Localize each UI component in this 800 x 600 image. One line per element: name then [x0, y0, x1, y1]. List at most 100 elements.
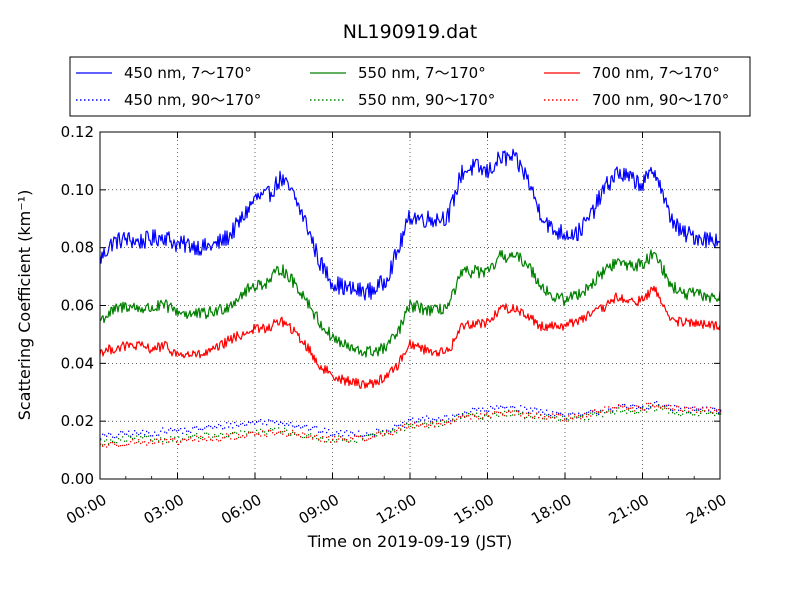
series-point — [364, 435, 366, 437]
series-point — [512, 414, 514, 416]
y-tick-label: 0.04 — [61, 354, 94, 372]
series-point — [298, 434, 300, 436]
series-point — [504, 414, 506, 417]
series-point — [558, 419, 560, 421]
series-point — [404, 426, 406, 428]
series-point — [688, 410, 690, 412]
series-point — [478, 407, 480, 409]
series-point — [322, 431, 324, 433]
series-point — [308, 429, 310, 431]
series-point — [656, 409, 658, 411]
series-point — [586, 413, 588, 416]
series-point — [318, 438, 320, 440]
series-point — [316, 434, 318, 436]
series-point — [478, 415, 480, 418]
series-point — [678, 414, 680, 416]
legend-item: 450 nm, 90～170° — [76, 91, 261, 109]
series-point — [462, 414, 464, 416]
series-point — [280, 430, 282, 433]
series-point — [270, 430, 272, 432]
series-point — [508, 410, 510, 413]
series-point — [516, 410, 518, 412]
series-point — [270, 428, 272, 430]
series-point — [714, 414, 716, 417]
series-point — [310, 433, 312, 435]
series-point — [488, 410, 490, 412]
series-point — [206, 426, 208, 428]
series-point — [640, 410, 642, 412]
legend-item: 700 nm, 7～170° — [544, 64, 720, 82]
series-point — [280, 432, 282, 434]
series-point — [134, 430, 136, 432]
series-point — [474, 414, 476, 416]
series-point — [108, 432, 110, 435]
series-point — [234, 421, 236, 424]
series-point — [144, 434, 146, 436]
series-point — [108, 444, 110, 446]
series-point — [216, 438, 218, 441]
series-point — [154, 438, 156, 440]
series-point — [104, 444, 106, 446]
series-point — [412, 427, 414, 429]
series-point — [240, 423, 242, 425]
series-point — [680, 414, 682, 417]
series-point — [252, 421, 254, 423]
series-point — [498, 407, 500, 409]
series-point — [200, 435, 202, 437]
series-point — [312, 438, 314, 440]
series-point — [346, 440, 348, 442]
series-point — [150, 435, 152, 437]
series-line — [99, 249, 721, 358]
series-point — [126, 444, 128, 446]
series-point — [382, 435, 384, 437]
series-point — [590, 409, 592, 412]
series-point — [330, 441, 332, 443]
series-point — [486, 412, 488, 414]
series-point — [218, 435, 220, 437]
series-point — [372, 436, 374, 438]
series-point — [236, 432, 238, 434]
series-point — [638, 411, 640, 414]
series-point — [242, 435, 244, 437]
legend-label: 700 nm, 7～170° — [592, 64, 720, 82]
series-point — [598, 411, 600, 413]
series-dotted — [100, 402, 722, 448]
series-point — [198, 437, 200, 439]
series-point — [212, 427, 214, 429]
series-point — [426, 425, 428, 427]
series-point — [332, 434, 334, 436]
series-point — [296, 425, 298, 428]
series-point — [132, 437, 134, 440]
series-point — [656, 401, 658, 403]
series-point — [544, 416, 546, 418]
series-point — [510, 415, 512, 417]
series-point — [548, 416, 550, 418]
series-point — [488, 415, 490, 417]
series-point — [688, 412, 690, 414]
series-point — [530, 407, 532, 409]
series-point — [712, 412, 714, 414]
series-point — [358, 435, 360, 437]
series-point — [672, 410, 674, 412]
series-point — [542, 411, 544, 413]
series-point — [370, 434, 372, 436]
series-point — [210, 439, 212, 441]
series-point — [116, 442, 118, 444]
series-point — [222, 437, 224, 439]
series-point — [560, 419, 562, 421]
series-point — [412, 417, 414, 419]
series-point — [236, 438, 238, 440]
series-point — [562, 415, 564, 418]
series-point — [342, 438, 344, 440]
series-point — [542, 417, 544, 420]
series-point — [668, 404, 670, 406]
series-point — [322, 436, 324, 438]
series-point — [170, 438, 172, 440]
series-point — [154, 431, 156, 433]
series-point — [684, 407, 686, 409]
series-point — [100, 443, 102, 445]
series-point — [630, 407, 632, 409]
series-point — [652, 405, 654, 407]
series-point — [546, 414, 548, 416]
series-point — [616, 410, 618, 412]
